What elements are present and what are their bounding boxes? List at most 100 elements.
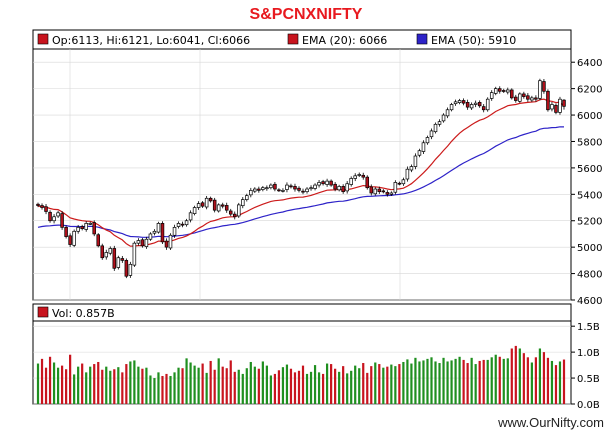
candle-up [437,121,442,125]
candle-down [164,240,169,248]
volume-bar [153,378,156,404]
candle-up [188,212,193,221]
volume-bar [366,372,369,405]
volume-bar [133,360,136,404]
candle-down [277,189,281,192]
candle-down [385,192,390,195]
candle-up [313,184,317,189]
volume-bar [165,373,168,404]
volume-bar [285,364,289,404]
price-pane [32,29,572,301]
candle-up [417,150,422,156]
volume-bar [245,368,248,404]
volume-bar [514,345,517,404]
candle-up [433,123,438,133]
volume-bar [225,368,228,404]
candle-down [224,205,229,211]
volume-bar [52,362,56,404]
candle-down [96,234,100,247]
candle-down [200,202,205,207]
volume-bar [217,358,220,404]
candle-up [168,234,173,249]
volume-bar [261,361,264,404]
volume-bar [342,366,345,404]
ohlc-legend-swatch [37,33,49,45]
candle-up [72,230,76,246]
volume-bar [330,364,333,404]
volume-bar [338,371,341,404]
volume-bar [149,375,152,404]
volume-bar [301,365,305,404]
ema20-line [37,98,565,247]
volume-bar [386,366,389,404]
candle-down [220,204,225,207]
candle-up [172,226,177,236]
candle-down [289,185,293,188]
volume-bar [321,373,325,404]
candle-down [397,182,402,185]
volume-bar [350,370,353,404]
volume-bar [430,357,433,404]
candle-up [305,188,309,193]
volume-bar [117,367,120,404]
candle-up [469,104,474,109]
volume-bar [470,357,473,404]
candle-down [562,99,566,107]
volume-bar [538,348,542,404]
volume-bar [141,368,144,404]
volume-bar [249,361,252,404]
candle-up [184,220,189,226]
candle-down [257,188,261,191]
volume-bar [478,360,481,404]
candle-up [489,92,494,99]
candle-down [120,258,125,261]
volume-bar [121,372,124,404]
volume-bar [65,369,68,404]
volume-bar [305,373,309,404]
volume-bar [438,363,441,404]
price-tick-label: 5800 [577,137,602,148]
candle-up [558,98,562,113]
volume-bar [522,353,525,404]
candle-up [152,230,157,234]
volume-bar [89,366,92,404]
volume-bar [502,358,505,404]
candle-up [337,186,341,191]
footer-watermark: www.OurNifty.com [498,415,604,430]
candle-up [56,212,60,217]
volume-bar [213,369,216,404]
volume-legend-text: Vol: 0.857B [52,307,115,320]
candle-down [228,210,233,215]
candle-up [393,182,398,193]
candle-down [514,96,518,101]
candle-up [261,187,265,190]
candle-down [333,183,337,190]
candle-up [349,178,353,185]
volume-bar [69,354,72,404]
candle-up [84,223,88,230]
volume-bar [281,367,285,404]
candle-up [253,188,257,192]
volume-bar [277,370,281,404]
candle-down [534,97,538,100]
ema50-line [37,126,565,238]
ema20-legend-swatch [287,33,299,45]
ema50-legend-swatch [416,33,428,45]
candle-up [132,242,137,266]
volume-bar [309,371,313,404]
candle-up [108,248,113,254]
candle-down [465,102,470,108]
price-tick-label: 5000 [577,243,602,254]
candle-down [461,100,466,104]
candle-up [128,263,133,276]
candle-up [269,184,273,189]
volume-bars-layer [36,345,566,405]
volume-bar [406,359,409,404]
candle-down [100,245,104,259]
volume-bar [273,373,277,404]
volume-bar [297,370,301,404]
volume-bar [390,364,393,404]
volume-bar [85,372,88,404]
candle-down [301,190,305,193]
